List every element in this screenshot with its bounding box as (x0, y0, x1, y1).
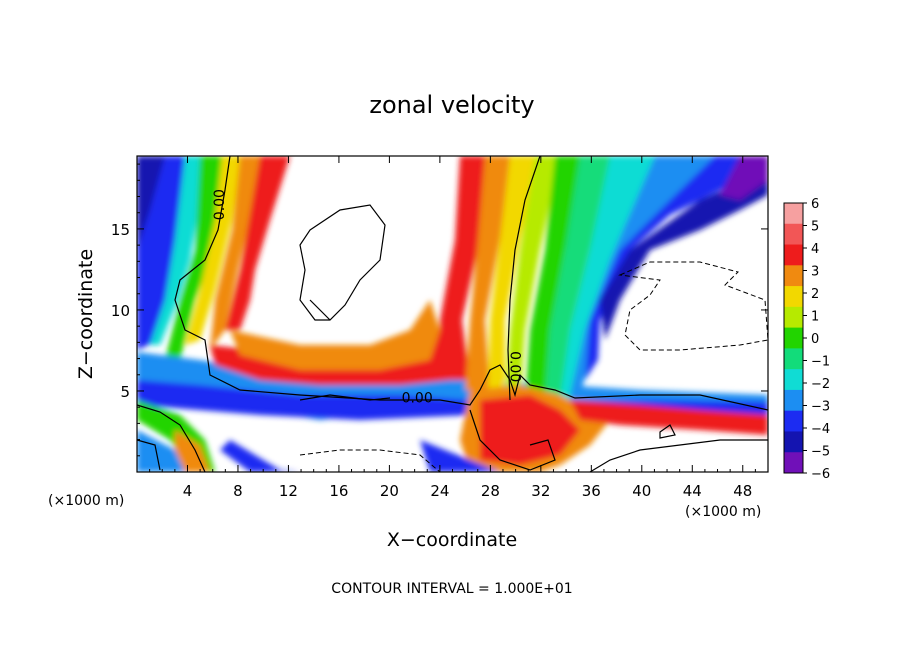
colorbar-label: 3 (811, 265, 819, 280)
colorbar-label: 6 (811, 197, 819, 212)
contour-label: 0.00 (507, 351, 523, 382)
colorbar-label: −1 (811, 355, 830, 370)
velocity-field (137, 156, 768, 472)
x-tick-label: 20 (380, 482, 399, 500)
contour-interval-note: CONTOUR INTERVAL = 1.000E+01 (331, 581, 572, 597)
colorbar-swatch (784, 244, 803, 266)
y-unit-label: (×1000 m) (48, 493, 124, 509)
x-tick-label: 36 (582, 482, 601, 500)
colorbar-label: 2 (811, 287, 819, 302)
y-tick-label: 5 (120, 383, 130, 401)
colorbar-swatch (784, 431, 803, 453)
x-tick-label: 8 (233, 482, 243, 500)
colorbar-swatch (784, 410, 803, 432)
x-tick-label: 16 (329, 482, 348, 500)
colorbar-swatch (784, 265, 803, 287)
x-tick-label: 24 (430, 482, 449, 500)
colorbar-swatch (784, 452, 803, 474)
x-tick-label: 28 (481, 482, 500, 500)
colorbar-label: 5 (811, 220, 819, 235)
x-tick-label: 40 (632, 482, 651, 500)
colorbar-label: 4 (811, 242, 819, 257)
x-tick-label: 12 (279, 482, 298, 500)
colorbar-label: 1 (811, 310, 819, 325)
x-tick-label: 4 (183, 482, 193, 500)
colorbar-swatch (784, 348, 803, 370)
colorbar-swatch (784, 327, 803, 349)
x-tick-label: 32 (531, 482, 550, 500)
colorbar-label: −4 (811, 422, 830, 437)
colorbar-swatch (784, 203, 803, 225)
contour-label: 0.00 (212, 189, 228, 220)
colorbar-label: −2 (811, 377, 830, 392)
colorbar-swatch (784, 389, 803, 412)
colorbar-swatch (784, 223, 803, 246)
colorbar-label: −6 (811, 467, 830, 482)
colorbar-swatch (784, 286, 803, 308)
y-tick-label: 15 (111, 221, 130, 239)
contour-labels: 0.00 0.00 0.00 (212, 189, 523, 406)
colorbar-label: −3 (811, 400, 830, 415)
x-unit-label: (×1000 m) (685, 504, 761, 520)
colorbar: 6 5 4 3 2 1 0 −1 −2 −3 −4 −5 −6 (783, 197, 830, 482)
dashed-contours (299, 261, 768, 472)
x-tick-label: 48 (733, 482, 752, 500)
colorbar-label: −5 (811, 445, 830, 460)
contour-label: 0.00 (402, 390, 433, 406)
x-axis-ticks: 4 8 12 16 20 24 28 32 36 40 44 48 (149, 156, 756, 500)
contour-lines (137, 156, 768, 472)
x-tick-label: 44 (683, 482, 702, 500)
chart-title: zonal velocity (369, 91, 534, 119)
colorbar-swatch (784, 306, 803, 329)
colorbar-label: 0 (811, 332, 819, 347)
y-axis-title: Z−coordinate (75, 249, 97, 379)
colorbar-swatch (784, 369, 803, 391)
x-axis-title: X−coordinate (387, 529, 517, 551)
y-axis-ticks: 5 10 15 (111, 163, 768, 457)
y-tick-label: 10 (111, 302, 130, 320)
